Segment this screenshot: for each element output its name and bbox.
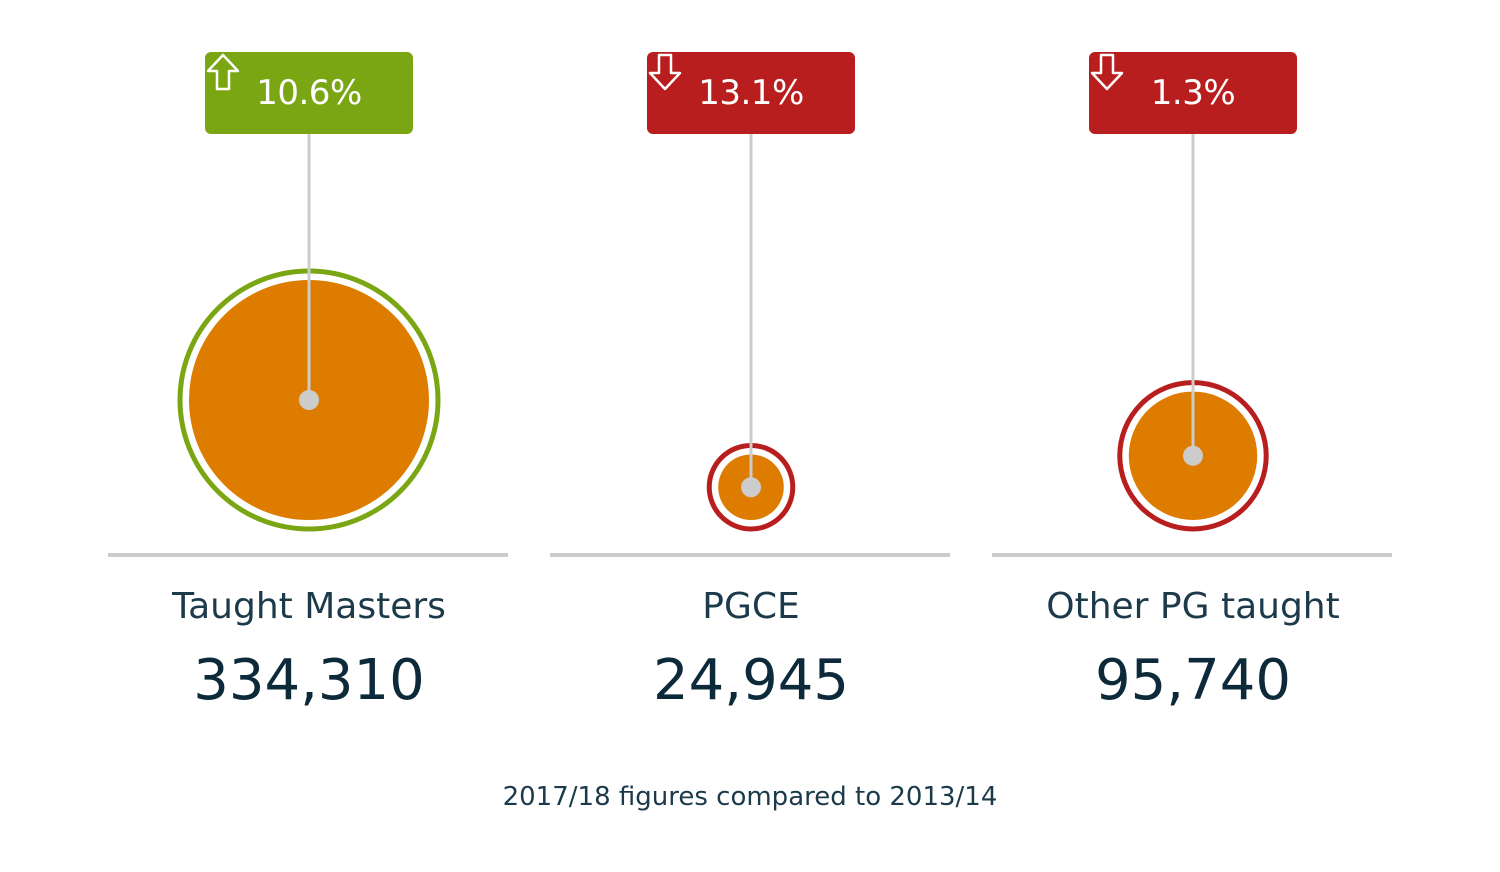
- panel-graphic: [550, 134, 950, 557]
- change-badge: 13.1%: [647, 52, 855, 134]
- panel-graphic: [108, 134, 508, 557]
- category-label: Other PG taught: [1046, 586, 1340, 627]
- category-panel: 10.6% Taught Masters 334,310: [88, 0, 530, 760]
- category-value: 334,310: [193, 648, 425, 713]
- change-percent: 13.1%: [698, 73, 804, 113]
- change-badge: 1.3%: [1089, 52, 1297, 134]
- change-percent: 1.3%: [1150, 73, 1236, 113]
- category-label: Taught Masters: [172, 586, 446, 627]
- change-percent: 10.6%: [256, 73, 362, 113]
- category-panel: 1.3% Other PG taught 95,740: [972, 0, 1414, 760]
- change-badge: 10.6%: [205, 52, 413, 134]
- category-value: 95,740: [1095, 648, 1291, 713]
- bubble-center-dot: [1183, 445, 1203, 466]
- category-panel: 13.1% PGCE 24,945: [530, 0, 972, 760]
- arrow-down-icon: [648, 53, 682, 91]
- panel-graphic: [992, 134, 1392, 557]
- category-label: PGCE: [702, 586, 800, 627]
- category-value: 24,945: [653, 648, 849, 713]
- arrow-down-icon: [1090, 53, 1124, 91]
- bubble-center-dot: [299, 390, 319, 410]
- bubble-center-dot: [741, 477, 761, 498]
- arrow-up-icon: [206, 53, 240, 91]
- chart-footnote: 2017/18 figures compared to 2013/14: [502, 782, 998, 812]
